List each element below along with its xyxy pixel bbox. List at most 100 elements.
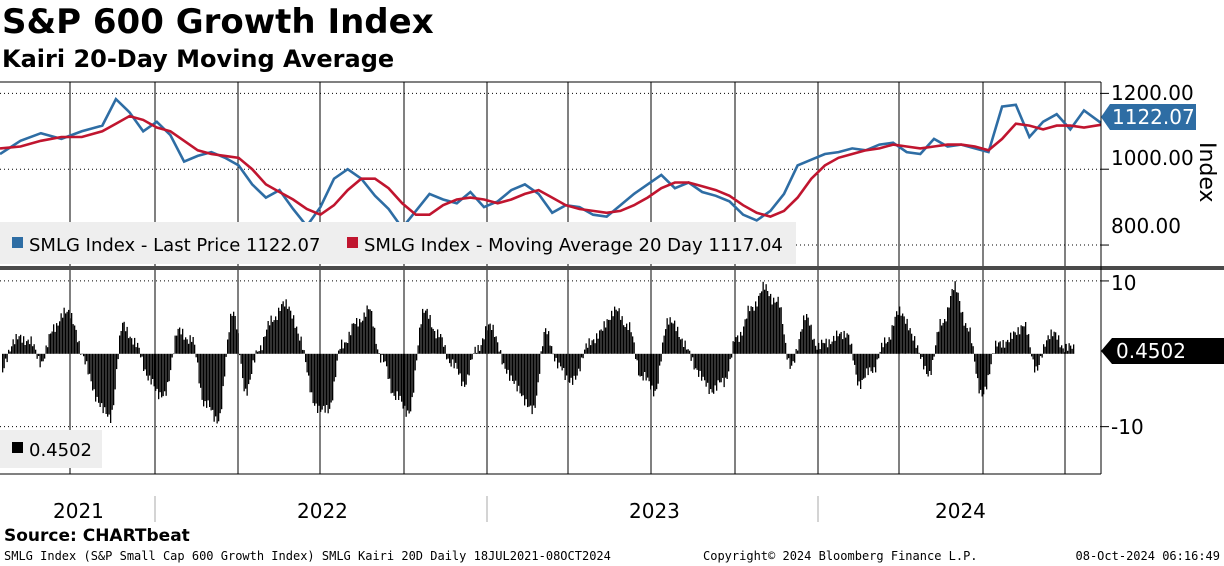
kairi-bar (321, 353, 323, 410)
kairi-bar (210, 353, 212, 411)
kairi-bar (840, 332, 842, 354)
kairi-bar (498, 351, 500, 354)
kairi-bar (1059, 347, 1061, 354)
kairi-bar (99, 353, 101, 407)
kairi-bar (306, 353, 308, 373)
kairi-bar (816, 349, 818, 354)
kairi-bar (294, 327, 296, 354)
kairi-bar (257, 351, 259, 354)
kairi-bar (533, 353, 535, 406)
kairi-bar (453, 353, 455, 369)
kairi-bar (441, 337, 443, 354)
kairi-bar (588, 338, 590, 354)
kairi-bar (23, 336, 25, 354)
kairi-bar (141, 353, 143, 357)
xtick-2023: 2023 (629, 499, 680, 523)
kairi-bar (675, 331, 677, 354)
kairi-bar (1040, 353, 1042, 357)
kairi-bar (693, 353, 695, 370)
kairi-bar (444, 345, 446, 354)
kairi-bar (41, 353, 43, 362)
kairi-bar (314, 353, 316, 406)
kairi-bar (311, 353, 313, 393)
kairi-bar (659, 353, 661, 366)
kairi-bar (243, 353, 245, 392)
kairi-bar (990, 353, 992, 365)
kairi-bar (923, 353, 925, 370)
kairi-bar (273, 320, 275, 354)
kairi-bar (995, 340, 997, 354)
upper-legend-box (0, 222, 796, 264)
kairi-bar (714, 353, 716, 386)
kairi-bar (189, 335, 191, 354)
kairi-bar (144, 353, 146, 370)
kairi-bar (74, 325, 76, 354)
kairi-bar (473, 353, 475, 354)
kairi-bar (548, 331, 550, 354)
kairi-bar (81, 353, 83, 355)
kairi-bar (972, 346, 974, 354)
kairi-bar (251, 353, 253, 374)
kairi-bar (86, 353, 88, 362)
ytick-1200: 1200.00 (1111, 81, 1194, 105)
kairi-bar (794, 353, 796, 363)
kairi-bar (470, 353, 472, 360)
kairi-bar (696, 353, 698, 370)
kairi-bar (390, 353, 392, 394)
kairi-bar (558, 353, 560, 363)
kairi-bar (843, 330, 845, 354)
kairi-bar (308, 353, 310, 376)
kairi-bar (240, 353, 242, 364)
kairi-bar (413, 353, 415, 393)
kairi-bar (534, 353, 536, 408)
kairi-bar (704, 353, 706, 381)
kairi-bar (492, 324, 494, 354)
kairi-bar (861, 353, 863, 380)
kairi-bar (762, 281, 764, 354)
kairi-bar (557, 353, 559, 369)
kairi-bar (381, 353, 383, 355)
kairi-bar (200, 353, 202, 388)
kairi-bar (422, 308, 424, 354)
kairi-bar (329, 353, 331, 409)
kairi-bar (965, 323, 967, 354)
kairi-bar (692, 353, 694, 358)
kairi-bar (435, 338, 437, 354)
kairi-bar (986, 353, 988, 390)
kairi-bar (1035, 353, 1037, 367)
kairi-bar (620, 319, 622, 354)
kairi-bar (317, 353, 319, 413)
kairi-bar (1002, 340, 1004, 354)
kairi-bar (284, 306, 286, 354)
kairi-bar (426, 308, 428, 354)
kairi-bar (555, 353, 557, 358)
kairi-bar (956, 292, 958, 354)
kairi-bar (651, 353, 653, 386)
kairi-bar (1023, 326, 1025, 354)
kairi-bar (551, 346, 553, 354)
kairi-bar (207, 353, 209, 401)
kairi-bar (198, 353, 200, 384)
kairi-bar (437, 329, 439, 354)
kairi-bar (369, 309, 371, 354)
kairi-bar (926, 353, 928, 374)
kairi-bar (417, 345, 419, 354)
kairi-bar (807, 317, 809, 354)
kairi-bar (1016, 334, 1018, 354)
kairi-bar (68, 309, 70, 354)
kairi-bar (1053, 331, 1055, 354)
kairi-bar (303, 350, 305, 354)
kairi-bar (57, 325, 59, 354)
kairi-bar (627, 330, 629, 354)
kairi-bar (255, 350, 257, 354)
kairi-bar (507, 353, 509, 370)
kairi-bar (920, 353, 922, 359)
kairi-bar (756, 306, 758, 354)
kairi-bar (147, 353, 149, 381)
kairi-bar (1019, 334, 1021, 354)
kairi-bar (801, 329, 803, 354)
kairi-bar (161, 353, 163, 398)
ytick-1000: 1000.00 (1111, 146, 1194, 170)
kairi-bar (113, 353, 115, 406)
kairi-bar (219, 353, 221, 414)
